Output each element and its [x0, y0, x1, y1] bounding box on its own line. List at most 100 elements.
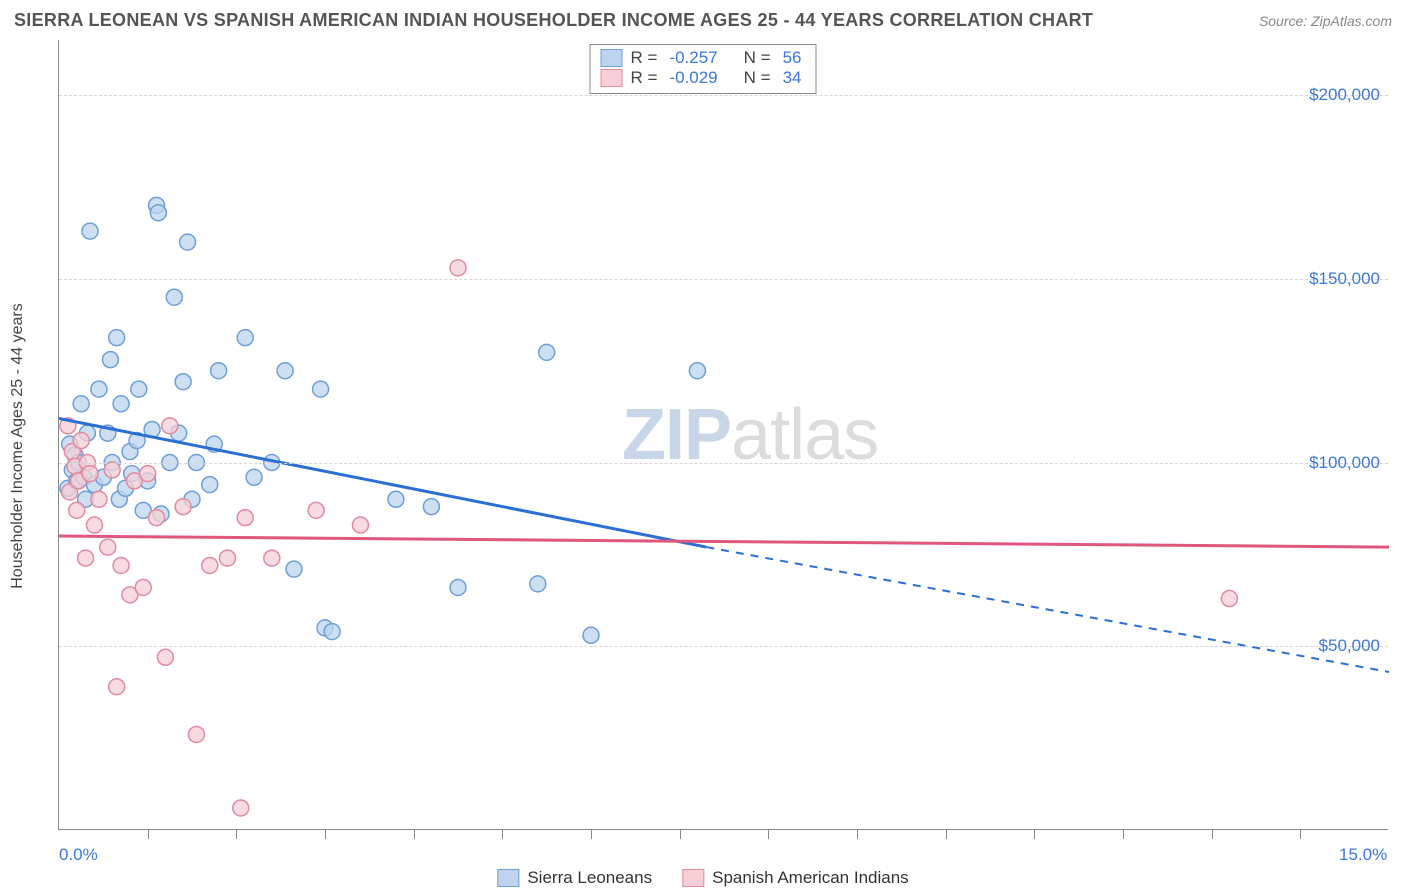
scatter-point [1221, 591, 1237, 607]
x-minor-tick [236, 829, 237, 839]
scatter-point [102, 352, 118, 368]
legend-label: Sierra Leoneans [527, 868, 652, 888]
legend-swatch [497, 869, 519, 887]
chart-title: SIERRA LEONEAN VS SPANISH AMERICAN INDIA… [14, 10, 1093, 31]
legend-swatch [682, 869, 704, 887]
gridline-h [59, 279, 1388, 280]
scatter-point [539, 344, 555, 360]
scatter-point [71, 473, 87, 489]
x-tick-label: 15.0% [1339, 845, 1387, 865]
y-tick-label: $150,000 [1309, 269, 1380, 289]
x-minor-tick [680, 829, 681, 839]
scatter-point [317, 620, 333, 636]
scatter-point [352, 517, 368, 533]
trend-line-solid [59, 536, 1389, 547]
scatter-point [166, 289, 182, 305]
legend-item: Sierra Leoneans [497, 868, 652, 888]
scatter-point [113, 557, 129, 573]
x-minor-tick [1123, 829, 1124, 839]
scatter-point [62, 484, 78, 500]
scatter-point [67, 458, 83, 474]
scatter-point [233, 800, 249, 816]
scatter-point [79, 425, 95, 441]
x-minor-tick [148, 829, 149, 839]
x-minor-tick [1300, 829, 1301, 839]
stat-row: R =-0.257N =56 [601, 48, 806, 68]
scatter-point [157, 649, 173, 665]
scatter-point [60, 418, 76, 434]
stat-swatch [601, 69, 623, 87]
scatter-point [180, 234, 196, 250]
x-minor-tick [1034, 829, 1035, 839]
scatter-point [277, 363, 293, 379]
scatter-point [202, 477, 218, 493]
scatter-point [78, 550, 94, 566]
x-tick-label: 0.0% [59, 845, 98, 865]
scatter-point [73, 433, 89, 449]
trend-line-solid [59, 418, 706, 547]
y-tick-label: $50,000 [1319, 636, 1380, 656]
x-minor-tick [768, 829, 769, 839]
scatter-point [122, 444, 138, 460]
scatter-point [184, 491, 200, 507]
scatter-point [423, 499, 439, 515]
scatter-point [113, 396, 129, 412]
scatter-point [135, 502, 151, 518]
scatter-point [450, 260, 466, 276]
gridline-h [59, 95, 1388, 96]
scatter-point [104, 462, 120, 478]
scatter-point [111, 491, 127, 507]
x-minor-tick [502, 829, 503, 839]
y-tick-label: $200,000 [1309, 85, 1380, 105]
stat-r-label: R = [631, 48, 658, 68]
scatter-point [144, 421, 160, 437]
scatter-point [530, 576, 546, 592]
scatter-point [67, 447, 83, 463]
plot-svg-layer [59, 40, 1389, 830]
source-label: Source: ZipAtlas.com [1259, 13, 1392, 29]
scatter-point [78, 491, 94, 507]
scatter-point [140, 473, 156, 489]
stat-r-label: R = [631, 68, 658, 88]
scatter-point [76, 469, 92, 485]
scatter-point [162, 418, 178, 434]
scatter-point [246, 469, 262, 485]
scatter-point [100, 539, 116, 555]
legend-label: Spanish American Indians [712, 868, 909, 888]
scatter-point [149, 510, 165, 526]
series-legend: Sierra Leoneans Spanish American Indians [497, 868, 908, 888]
stat-n-label: N = [744, 68, 771, 88]
gridline-h [59, 463, 1388, 464]
stat-r-value: -0.257 [665, 48, 721, 68]
x-minor-tick [1212, 829, 1213, 839]
gridline-h [59, 646, 1388, 647]
scatter-point [64, 444, 80, 460]
scatter-point [86, 517, 102, 533]
trend-line-dashed [706, 547, 1389, 672]
scatter-point [150, 205, 166, 221]
x-minor-tick [946, 829, 947, 839]
scatter-point [388, 491, 404, 507]
scatter-point [206, 436, 222, 452]
scatter-point [109, 679, 125, 695]
scatter-point [171, 425, 187, 441]
scatter-point [131, 381, 147, 397]
scatter-point [175, 499, 191, 515]
scatter-point [64, 462, 80, 478]
scatter-point [109, 330, 125, 346]
scatter-point [124, 466, 140, 482]
scatter-point [202, 557, 218, 573]
scatter-point [135, 579, 151, 595]
stat-n-value: 34 [779, 68, 806, 88]
y-tick-label: $100,000 [1309, 453, 1380, 473]
x-minor-tick [414, 829, 415, 839]
scatter-point [122, 587, 138, 603]
x-minor-tick [325, 829, 326, 839]
scatter-point [73, 396, 89, 412]
scatter-point [308, 502, 324, 518]
scatter-point [91, 491, 107, 507]
stat-n-value: 56 [779, 48, 806, 68]
stat-swatch [601, 49, 623, 67]
legend-item: Spanish American Indians [682, 868, 909, 888]
scatter-point [583, 627, 599, 643]
